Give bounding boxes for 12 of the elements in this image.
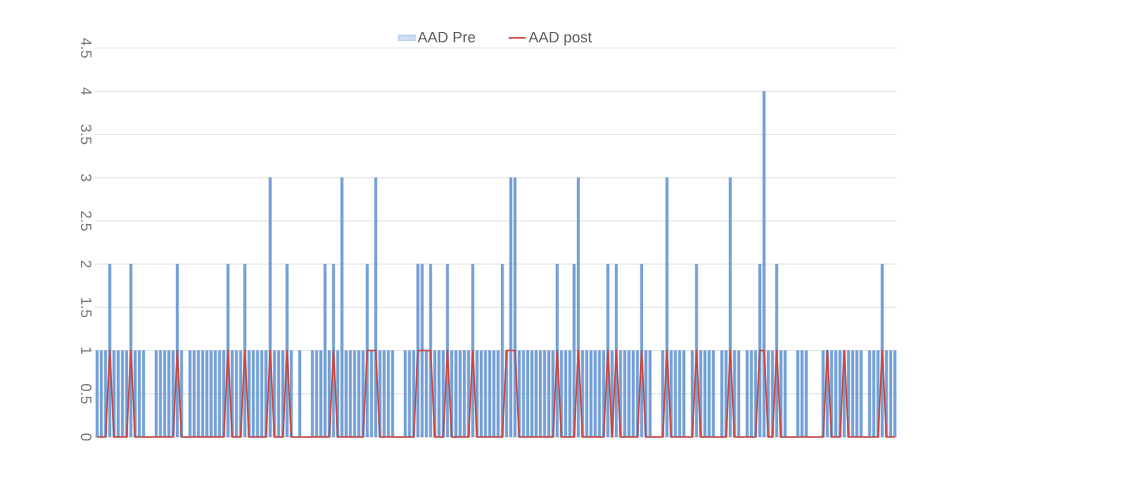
y-tick-label: 4.5 <box>81 37 92 58</box>
y-tick-label: 2 <box>81 260 92 268</box>
legend-label: AAD Pre <box>417 31 476 43</box>
y-tick-label: 0 <box>80 433 92 441</box>
y-tick-label: 0.5 <box>80 383 92 404</box>
y-tick-label: 1 <box>81 347 92 354</box>
y-tick-label: 3.5 <box>80 124 92 145</box>
y-tick-label: 3 <box>80 174 92 182</box>
y-tick-label: 4 <box>81 87 92 95</box>
y-tick-label: 2.5 <box>80 211 92 231</box>
legend-label: AAD post <box>528 31 592 46</box>
y-tick-label: 1.5 <box>81 298 92 318</box>
